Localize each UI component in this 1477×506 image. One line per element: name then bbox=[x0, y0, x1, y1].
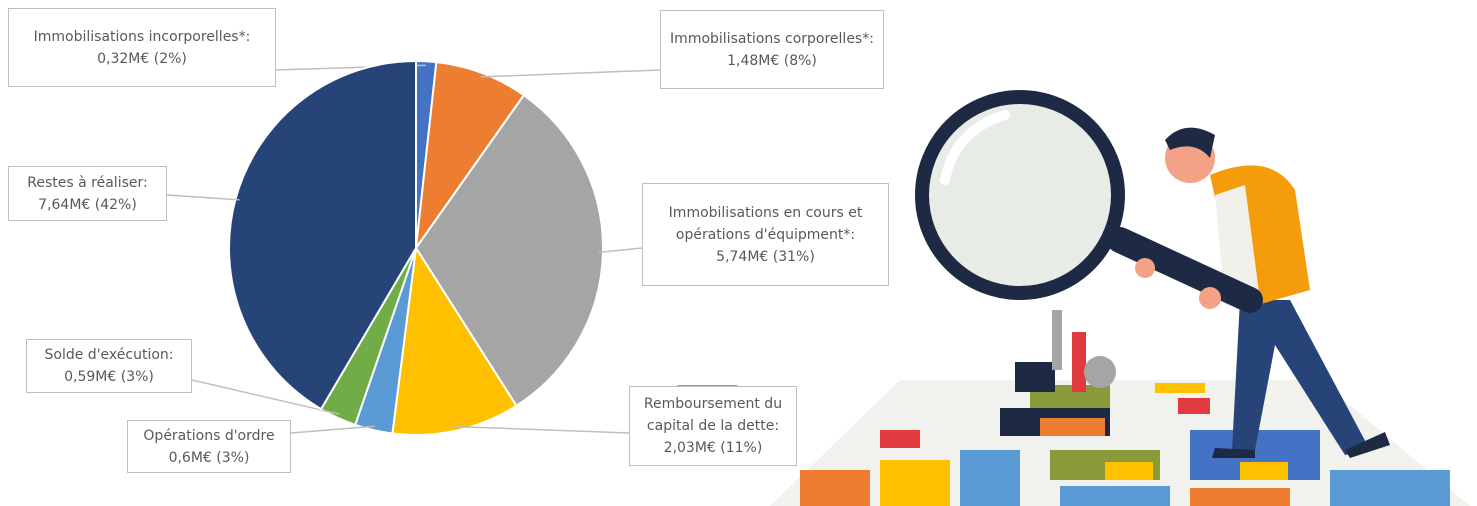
warehouse bbox=[1040, 418, 1105, 436]
page: Immobilisations incorporelles*: 0,32M€ (… bbox=[0, 0, 1477, 506]
silo bbox=[1084, 356, 1116, 388]
leader-line bbox=[481, 70, 660, 77]
truck bbox=[1240, 462, 1288, 480]
magnifier-lens bbox=[922, 97, 1118, 293]
data-label: Solde d'exécution: 0,59M€ (3%) bbox=[26, 339, 192, 393]
pie bbox=[167, 61, 660, 435]
data-label: Restes à réaliser: 7,64M€ (42%) bbox=[8, 166, 167, 221]
data-label: Opérations d'ordre 0,6M€ (3%) bbox=[127, 420, 291, 473]
leader-line bbox=[456, 427, 629, 433]
truck bbox=[1105, 462, 1153, 480]
hand bbox=[1199, 287, 1221, 309]
leader-line bbox=[599, 248, 642, 252]
data-label: Immobilisations corporelles*: 1,48M€ (8%… bbox=[660, 10, 884, 89]
map-tile bbox=[800, 470, 870, 506]
hand bbox=[1135, 258, 1155, 278]
chimney bbox=[1052, 310, 1062, 370]
data-label: Immobilisations incorporelles*: 0,32M€ (… bbox=[8, 8, 276, 87]
map-tile bbox=[1060, 486, 1170, 506]
map-tile bbox=[1155, 383, 1205, 393]
map-tile bbox=[880, 460, 950, 506]
data-label: Remboursement du capital de la dette: 2,… bbox=[629, 386, 797, 466]
truck bbox=[880, 430, 920, 448]
building bbox=[1015, 362, 1055, 392]
data-label: Immobilisations en cours et opérations d… bbox=[642, 183, 889, 286]
chimney bbox=[1072, 332, 1086, 392]
truck bbox=[1178, 398, 1210, 414]
leader-line bbox=[291, 426, 374, 433]
map-tile bbox=[1330, 470, 1450, 506]
map-tile bbox=[960, 450, 1020, 506]
map-tile bbox=[1190, 488, 1290, 506]
leader-line bbox=[167, 195, 239, 200]
